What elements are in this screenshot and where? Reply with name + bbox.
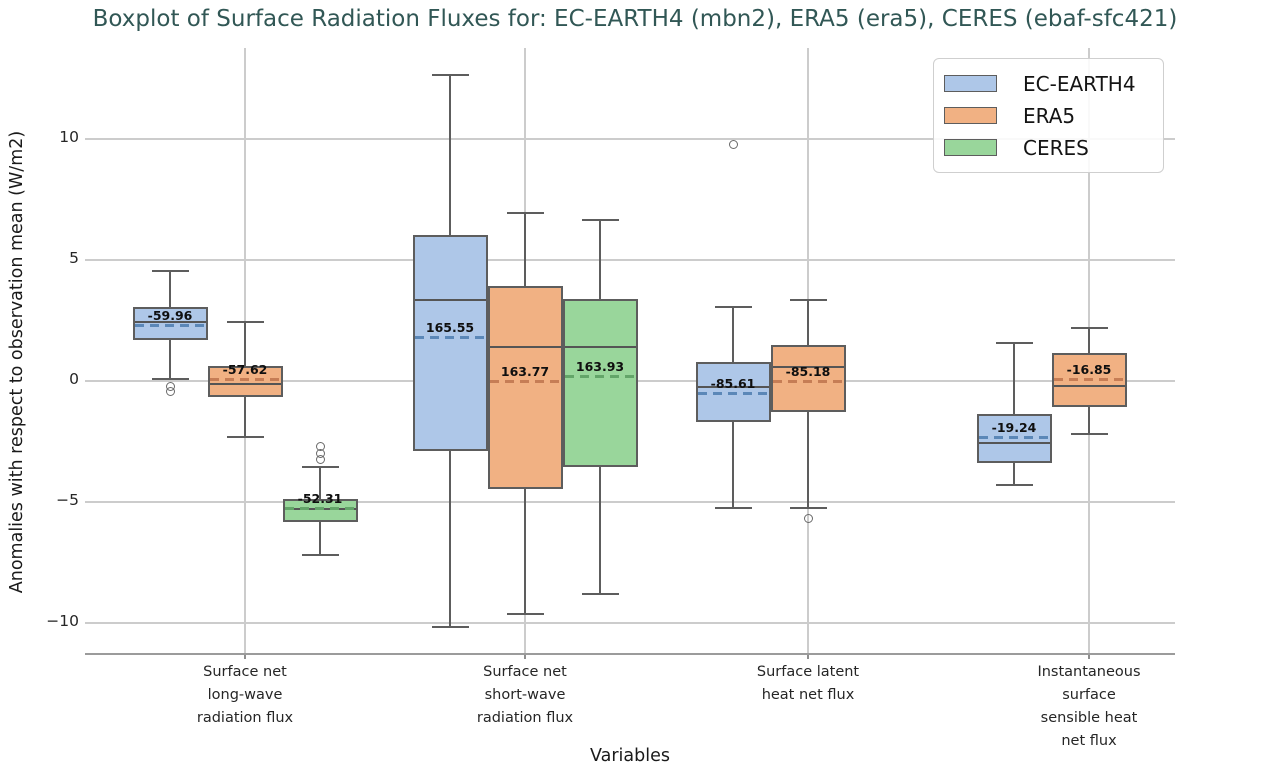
legend-label: CERES bbox=[1023, 135, 1089, 160]
outlier-point bbox=[165, 387, 175, 397]
whisker-cap-high bbox=[789, 299, 827, 302]
y-tick-label: 10 bbox=[59, 127, 79, 146]
legend-item-ceres: CERES bbox=[944, 136, 1153, 160]
whisker-cap-low bbox=[581, 592, 619, 595]
mean-value-label: 165.55 bbox=[425, 320, 475, 336]
mean-dashed-line bbox=[564, 374, 636, 378]
mean-dashed-line bbox=[209, 378, 281, 382]
boxplot-box-era5 bbox=[487, 285, 563, 490]
legend-item-ec-earth4: EC-EARTH4 bbox=[944, 72, 1153, 96]
legend-item-era5: ERA5 bbox=[944, 104, 1153, 128]
x-tick-label: Surface latent heat net flux bbox=[756, 664, 860, 703]
mean-dashed-line bbox=[1053, 378, 1125, 382]
boxplot-box-ec-earth4 bbox=[412, 234, 488, 452]
mean-dashed-line bbox=[978, 436, 1050, 440]
bottom-tick bbox=[1088, 654, 1090, 659]
bottom-tick bbox=[807, 654, 809, 659]
outlier-point bbox=[803, 513, 813, 523]
bottom-tick bbox=[244, 654, 246, 659]
mean-dashed-line bbox=[414, 336, 486, 340]
whisker-cap-low bbox=[714, 507, 752, 510]
mean-dashed-line bbox=[697, 391, 769, 395]
whisker-line bbox=[1013, 343, 1015, 485]
median-line bbox=[414, 299, 486, 302]
y-tick-label: 5 bbox=[69, 248, 79, 267]
mean-value-label: -85.18 bbox=[785, 364, 831, 380]
mean-dashed-line bbox=[772, 380, 844, 384]
whisker-cap-low bbox=[995, 483, 1033, 486]
whisker-cap-high bbox=[506, 211, 544, 214]
whisker-cap-high bbox=[431, 74, 469, 76]
x-axis-label: Variables bbox=[590, 746, 670, 766]
whisker-cap-low bbox=[301, 554, 339, 557]
y-tick-label: 0 bbox=[69, 369, 79, 388]
mean-value-label: -59.96 bbox=[147, 307, 193, 323]
gridline-horizontal bbox=[85, 622, 1175, 624]
legend: EC-EARTH4 ERA5 CERES bbox=[933, 58, 1164, 173]
boxplot-box-era5 bbox=[207, 365, 283, 398]
mean-value-label: -85.61 bbox=[710, 375, 756, 391]
legend-label: EC-EARTH4 bbox=[1023, 71, 1136, 96]
gridline-horizontal bbox=[85, 138, 1175, 140]
median-line bbox=[1053, 384, 1125, 387]
whisker-cap-low bbox=[1070, 433, 1108, 436]
outlier-point bbox=[728, 140, 738, 150]
bottom-tick bbox=[524, 654, 526, 659]
boxplot-box-ceres bbox=[562, 299, 638, 468]
gridline-horizontal bbox=[85, 259, 1175, 261]
whisker-cap-high bbox=[226, 320, 264, 323]
y-tick-label: −5 bbox=[56, 490, 79, 509]
whisker-cap-low bbox=[789, 507, 827, 510]
whisker-cap-low bbox=[431, 625, 469, 628]
mean-value-label: 163.93 bbox=[575, 358, 625, 374]
mean-dashed-line bbox=[134, 323, 206, 327]
outlier-point bbox=[315, 454, 325, 464]
mean-value-label: -16.85 bbox=[1066, 362, 1112, 378]
whisker-cap-high bbox=[714, 305, 752, 308]
gridline-horizontal bbox=[85, 501, 1175, 503]
whisker-cap-high bbox=[581, 218, 619, 221]
median-line bbox=[697, 385, 769, 388]
whisker-cap-low bbox=[151, 377, 189, 380]
whisker-cap-high bbox=[151, 269, 189, 272]
x-axis-spine bbox=[85, 653, 1175, 655]
legend-swatch-icon bbox=[944, 139, 997, 156]
whisker-cap-high bbox=[1070, 327, 1108, 330]
mean-dashed-line bbox=[284, 506, 356, 510]
x-tick-label: Surface net short-wave radiation flux bbox=[476, 664, 574, 726]
mean-value-label: -57.62 bbox=[222, 362, 268, 378]
x-tick-label: Surface net long-wave radiation flux bbox=[196, 664, 294, 726]
median-line bbox=[489, 345, 561, 348]
median-line bbox=[772, 366, 844, 369]
whisker-cap-low bbox=[506, 612, 544, 615]
legend-swatch-icon bbox=[944, 75, 997, 92]
median-line bbox=[564, 345, 636, 348]
boxplot-box-ec-earth4 bbox=[132, 307, 208, 340]
whisker-cap-high bbox=[995, 342, 1033, 345]
median-line bbox=[978, 441, 1050, 444]
median-line bbox=[209, 383, 281, 386]
mean-value-label: -52.31 bbox=[297, 490, 343, 506]
y-tick-label: −10 bbox=[46, 611, 79, 630]
median-line bbox=[134, 320, 206, 323]
whisker-cap-low bbox=[226, 435, 264, 438]
legend-swatch-icon bbox=[944, 107, 997, 124]
whisker-cap-high bbox=[301, 465, 339, 468]
mean-dashed-line bbox=[489, 379, 561, 383]
mean-value-label: 163.77 bbox=[500, 363, 550, 379]
boxplot-box-era5 bbox=[770, 345, 846, 412]
legend-label: ERA5 bbox=[1023, 103, 1076, 128]
chart-title: Boxplot of Surface Radiation Fluxes for:… bbox=[92, 6, 1178, 32]
mean-value-label: -19.24 bbox=[991, 420, 1037, 436]
x-tick-label: Instantaneous surface sensible heat net … bbox=[1037, 664, 1141, 749]
